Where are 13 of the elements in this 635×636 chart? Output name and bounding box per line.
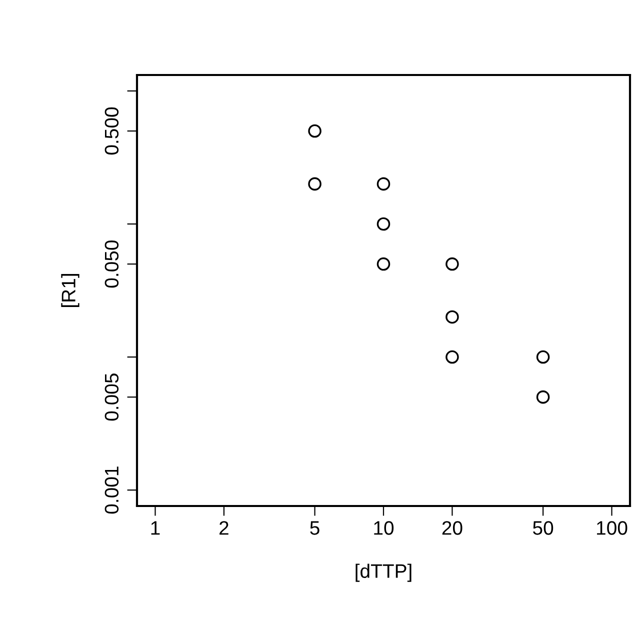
text: 0.001 [104, 466, 119, 514]
y-tick-label: 0.050 [104, 240, 119, 288]
x-tick-label: 1 [151, 521, 160, 535]
x-tick-label: 50 [533, 521, 554, 535]
y-axis-title: [R1] [61, 274, 80, 307]
x-tick-label: 2 [220, 521, 228, 535]
y-tick-label: 0.500 [104, 107, 119, 155]
x-axis-title: [dTTP] [356, 564, 412, 582]
y-tick-label: 0.005 [104, 374, 119, 421]
x-tick-label: 100 [597, 521, 628, 535]
x-tick-label: 10 [374, 521, 394, 535]
x-tick-label: 20 [442, 521, 462, 535]
x-tick-label: 5 [310, 521, 320, 535]
